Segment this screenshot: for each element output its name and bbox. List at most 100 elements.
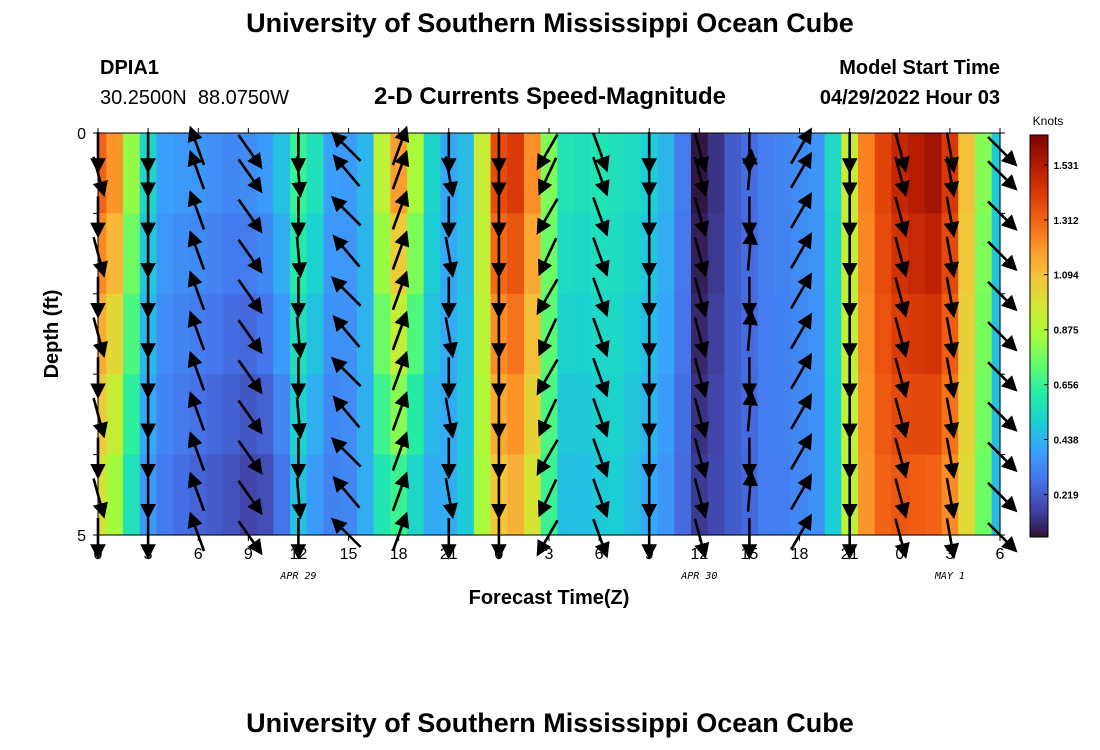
heatmap-cell (674, 454, 692, 536)
colorbar-scale (1029, 134, 1049, 538)
heatmap-cell (924, 293, 943, 375)
heatmap-cell (757, 293, 776, 375)
heatmap-cell (607, 213, 625, 295)
heatmap-cell (306, 454, 325, 536)
heatmap-cell (156, 293, 174, 375)
current-vector-arrow (442, 477, 459, 520)
heatmap-cell (974, 374, 993, 456)
heatmap-cell (423, 213, 442, 295)
x-tick-label: 3 (144, 546, 153, 563)
station-location: 30.2500N 88.0750W (100, 87, 290, 109)
heatmap-cell (757, 133, 776, 214)
heatmap-cell (958, 293, 976, 375)
heatmap-cell (323, 454, 341, 536)
heatmap-cell (173, 454, 191, 536)
heatmap-cell (774, 374, 792, 456)
heatmap-cell (924, 213, 943, 295)
heatmap-cell (457, 454, 475, 536)
current-vector-arrow (237, 158, 263, 194)
heatmap-cell (256, 133, 274, 214)
heatmap-cell (206, 374, 224, 456)
current-vector-arrow (742, 228, 759, 271)
heatmap-cell (624, 293, 642, 375)
current-vector-arrow (391, 471, 410, 512)
heatmap-cell (423, 133, 442, 214)
current-vector-arrow (538, 157, 558, 196)
heatmap-cell (974, 454, 993, 536)
current-vector-arrow (894, 277, 910, 318)
current-vector-arrow (789, 232, 813, 269)
heatmap-cell (306, 133, 325, 214)
current-vector-arrow (237, 198, 263, 234)
heatmap-cell (991, 213, 1001, 295)
heatmap-cell (858, 133, 876, 214)
colorbar-tick-label: 0.875 (1053, 326, 1078, 337)
heatmap-cell (523, 374, 542, 456)
current-vector-arrow (693, 236, 710, 278)
heatmap-cell (624, 374, 642, 456)
heatmap-cell (373, 374, 391, 456)
current-vector-arrow (187, 149, 206, 190)
current-vector-arrow (187, 270, 206, 311)
x-date-label: MAY 1 (934, 571, 965, 582)
current-vector-arrow (442, 317, 459, 359)
footer-title: University of Southern Mississippi Ocean… (246, 708, 854, 738)
heatmap-cell (323, 374, 341, 456)
heatmap-cell (173, 213, 191, 295)
heatmap-cell (356, 454, 375, 536)
heatmap-cell (557, 374, 575, 456)
current-vector-arrow (592, 317, 610, 358)
heatmap-cell (757, 374, 776, 456)
current-vector-arrow (536, 133, 559, 171)
current-vector-arrow (742, 148, 759, 191)
heatmap-cell (974, 293, 993, 375)
x-tick-label: 21 (440, 546, 458, 563)
heatmap-cell (173, 374, 191, 456)
heatmap-cell (574, 133, 592, 214)
x-tick-label: 15 (741, 546, 759, 563)
heatmap-cell (507, 133, 525, 214)
heatmap-cell (256, 454, 274, 536)
heatmap-cell (507, 454, 525, 536)
current-vector-arrow (187, 391, 206, 431)
heatmap-cell (908, 374, 926, 456)
heatmap-cell (557, 133, 575, 214)
current-vector-arrow (894, 236, 910, 278)
heatmap-cell (874, 293, 893, 375)
current-vector-arrow (237, 480, 263, 516)
x-tick-label: 12 (690, 546, 708, 563)
heatmap-cell (457, 133, 475, 214)
heatmap-cell (724, 454, 742, 536)
station-id: DPIA1 (100, 57, 159, 79)
current-vector-arrow (291, 397, 308, 440)
current-vector-arrow (894, 397, 910, 439)
current-vector-arrow (789, 392, 813, 430)
x-tick-label: 3 (945, 546, 954, 563)
current-vector-arrow (237, 399, 263, 435)
heatmap-cell (657, 213, 675, 295)
current-vector-arrow (789, 312, 813, 350)
current-vector-arrow (693, 357, 710, 399)
heatmap-cell (874, 374, 893, 456)
heatmap-cell (273, 133, 291, 214)
heatmap-cell (507, 374, 525, 456)
heatmap-cell (123, 293, 141, 375)
x-tick-label: 3 (545, 546, 554, 563)
current-vector-arrow (442, 397, 459, 439)
x-tick-label: 15 (340, 546, 358, 563)
current-vector-arrow (894, 437, 910, 479)
current-vector-arrow (332, 475, 361, 509)
heatmap-cell (807, 454, 826, 536)
current-vector-arrow (789, 127, 813, 165)
heatmap-cell (156, 374, 174, 456)
current-vector-arrow (237, 134, 263, 170)
current-vector-arrow (693, 437, 710, 479)
heatmap-cell (273, 213, 291, 295)
heatmap-cell (473, 293, 492, 375)
x-tick-label: 21 (841, 546, 859, 563)
heatmap-cell (356, 374, 375, 456)
current-vector-arrow (592, 132, 610, 173)
heatmap-cell (523, 454, 542, 536)
heatmap-cell (523, 293, 542, 375)
